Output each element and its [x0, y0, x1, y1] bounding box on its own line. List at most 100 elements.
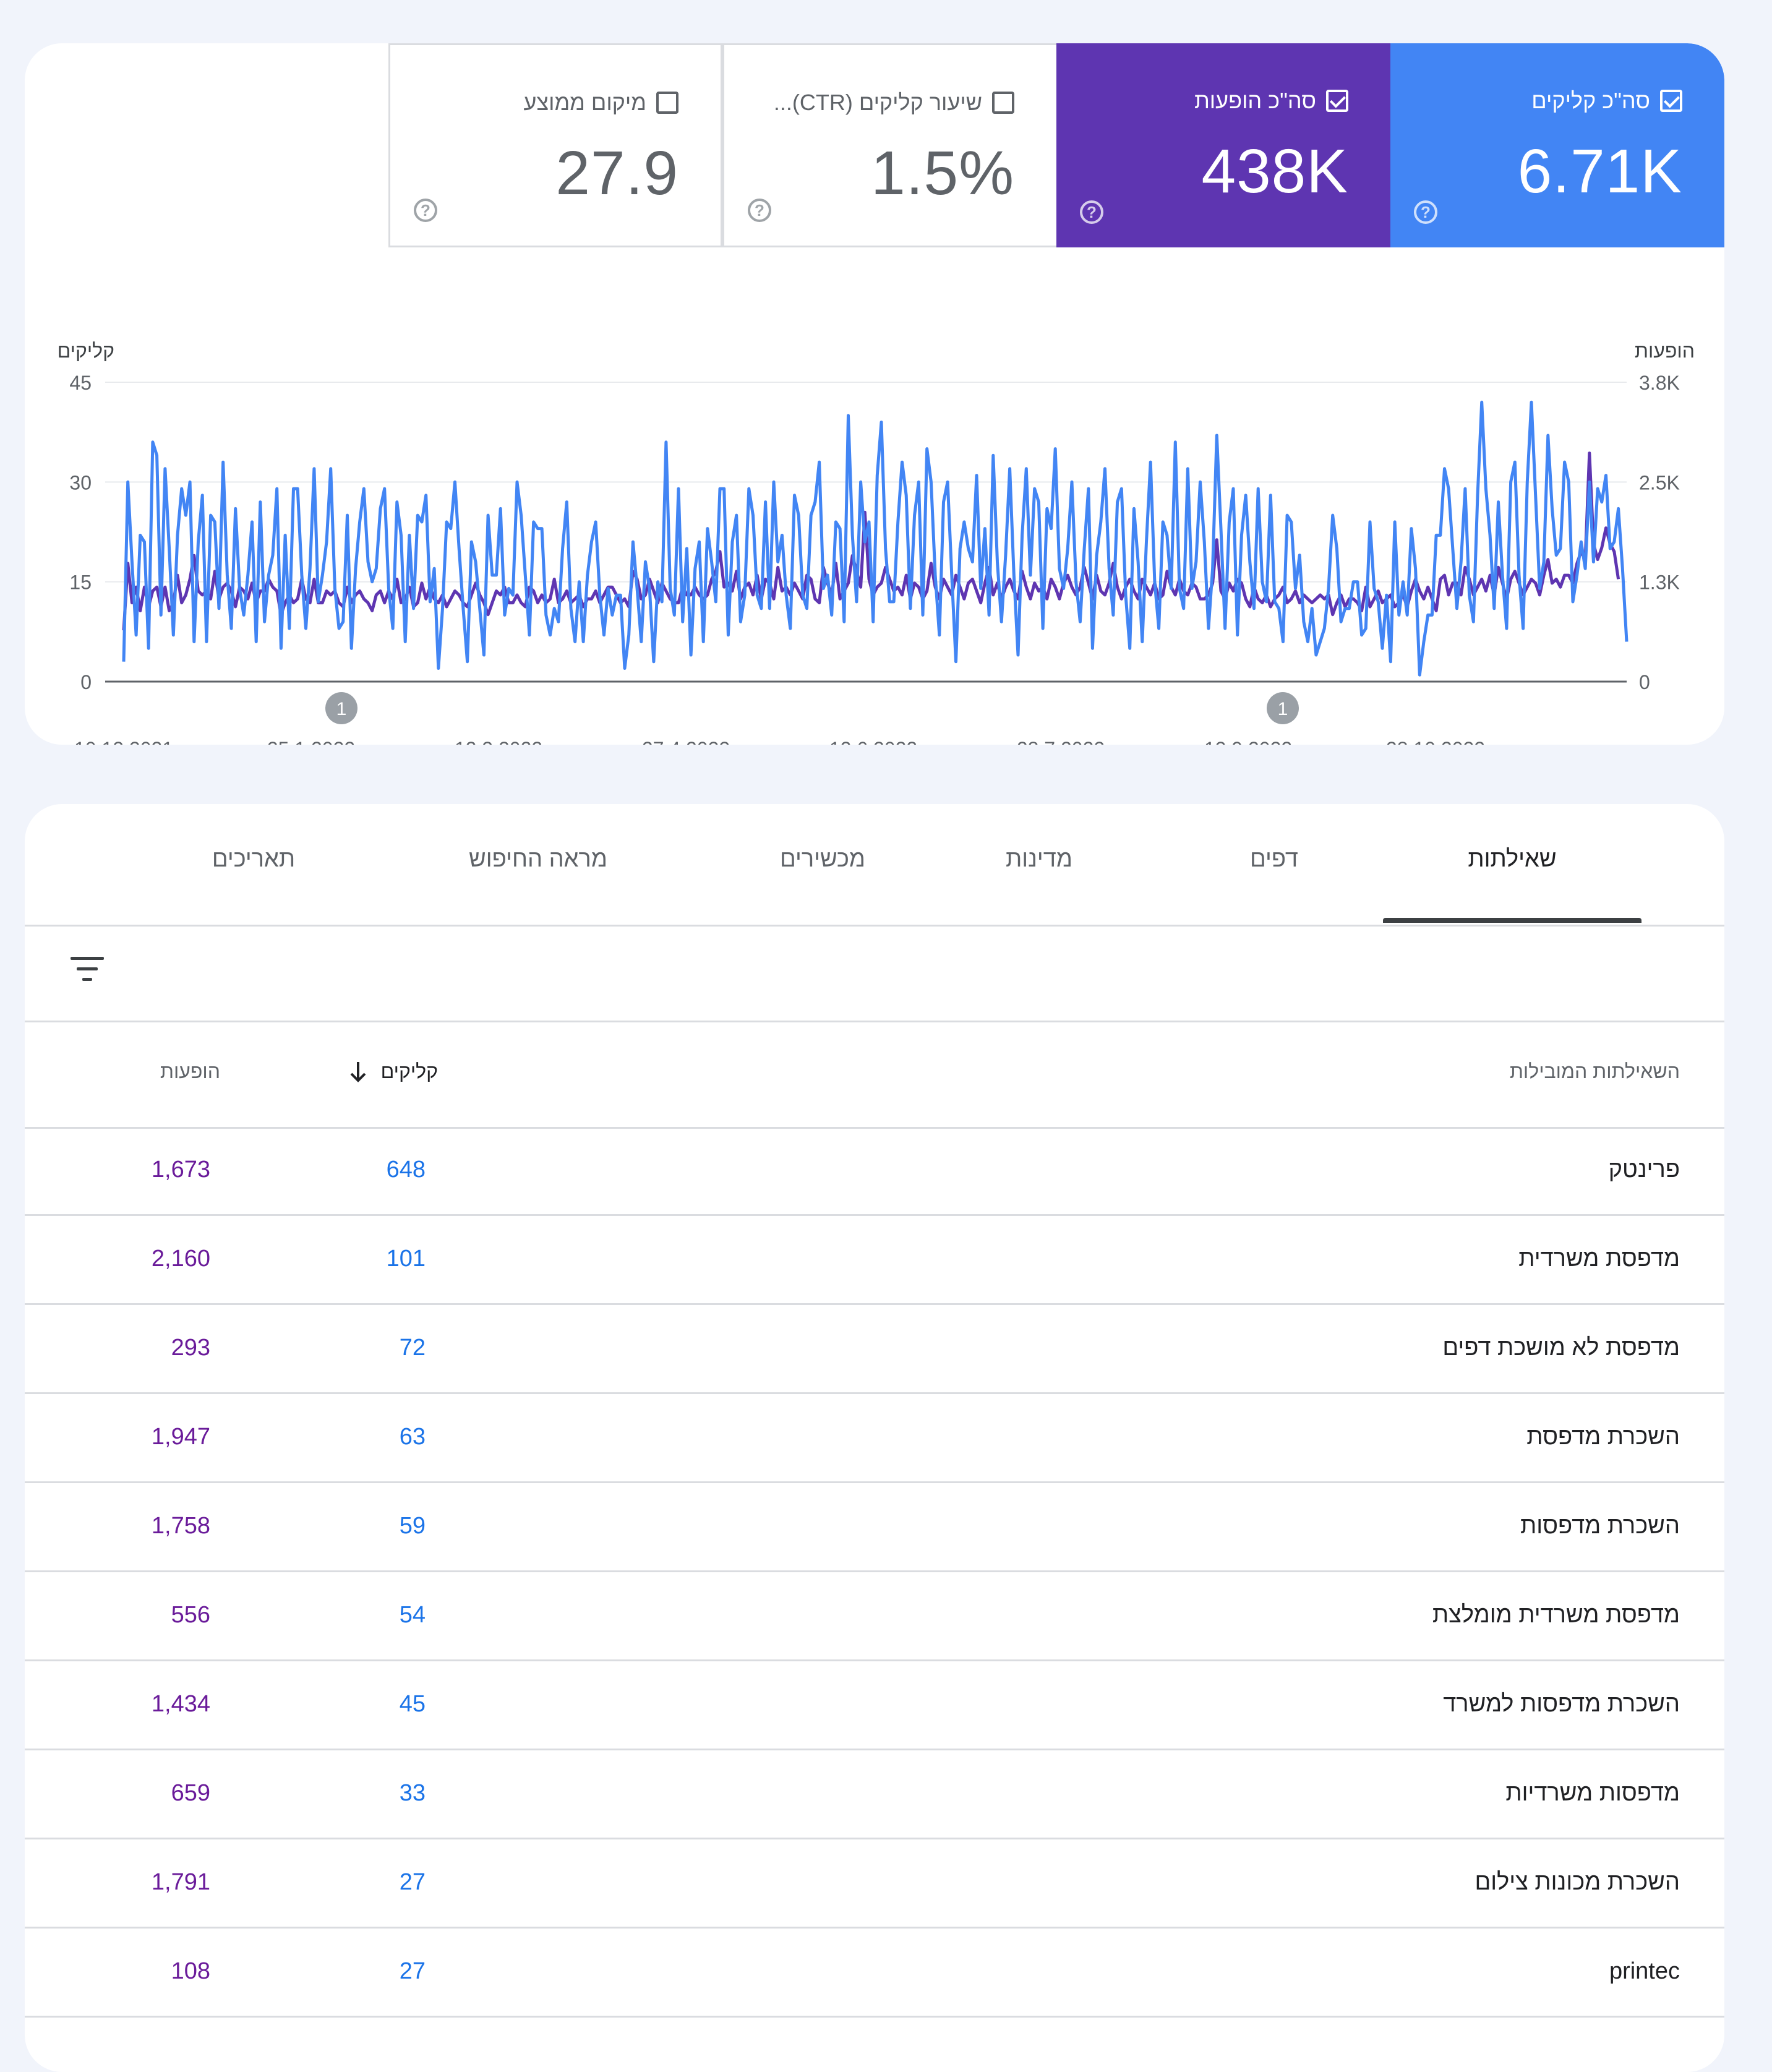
- clicks-value: 33: [399, 1780, 426, 1806]
- table-row[interactable]: מדפסות משרדיות 33 659: [25, 1750, 1724, 1839]
- impressions-value: 556: [171, 1602, 210, 1628]
- tab-queries[interactable]: שאילתות: [1468, 846, 1557, 872]
- active-tab-indicator: [1383, 918, 1641, 923]
- table-row[interactable]: printec 27 108: [25, 1929, 1724, 2018]
- impressions-value: 1,434: [151, 1691, 210, 1717]
- chart-ticks: 45 3.8K 30 2.5K 15 1.3K 0 0 10.12.2021 25.1.2022 1…: [69, 372, 1679, 745]
- x-tick-label: 12.9.2022: [1204, 738, 1292, 745]
- svg-text:1: 1: [1278, 699, 1288, 719]
- ctr-value: 1.5%: [871, 139, 1014, 208]
- table-row[interactable]: מדפסת משרדית מומלצת 54 556: [25, 1572, 1724, 1661]
- clicks-series-line: [122, 400, 1629, 677]
- total-clicks-value: 6.71K: [1517, 137, 1682, 206]
- tab-countries[interactable]: מדינות: [1006, 846, 1072, 872]
- ctr-label: שיעור קליקים (CTR)...: [773, 90, 982, 115]
- table-row[interactable]: פרינטק 648 1,673: [25, 1127, 1724, 1216]
- performance-chart: קליקים הופעות 45 3.8K 30 2.5K 15 1.3K 0 0 10.12.…: [58, 340, 1695, 745]
- left-tick-label: 30: [69, 471, 92, 494]
- query-text: השכרת מדפסת: [1526, 1424, 1680, 1450]
- average-position-tile[interactable]: מיקום ממוצע 27.9 ?: [388, 43, 722, 247]
- tab-dates[interactable]: תאריכים: [212, 846, 296, 872]
- checkbox-checked-icon[interactable]: [1660, 90, 1682, 112]
- help-icon[interactable]: ?: [1080, 200, 1103, 224]
- column-header-clicks[interactable]: קליקים: [349, 1060, 438, 1083]
- impressions-value: 1,758: [151, 1513, 210, 1539]
- table-row[interactable]: השכרת מדפסות 59 1,758: [25, 1483, 1724, 1572]
- svg-text:1: 1: [336, 699, 347, 719]
- x-tick-label: 27.4.2022: [642, 738, 730, 745]
- impressions-value: 108: [171, 1958, 210, 1984]
- clicks-value: 648: [386, 1157, 426, 1183]
- table-row[interactable]: השכרת מדפסת 63 1,947: [25, 1394, 1724, 1483]
- right-tick-label: 0: [1639, 671, 1650, 693]
- performance-card: סה"כ קליקים 6.71K ? סה"כ הופעות 438K ? ש…: [25, 43, 1724, 745]
- x-tick-label: 12.3.2022: [455, 738, 542, 745]
- clicks-value: 54: [399, 1602, 426, 1628]
- query-text: מדפסת משרדית: [1518, 1246, 1680, 1272]
- query-text: מדפסת משרדית מומלצת: [1432, 1602, 1680, 1628]
- tab-bar: שאילתות דפים מדינות מכשירים מראה החיפוש …: [25, 804, 1724, 927]
- annotation-marker: 1: [325, 692, 357, 724]
- x-tick-label: 28.7.2022: [1017, 738, 1105, 745]
- average-position-label: מיקום ממוצע: [523, 90, 646, 115]
- left-axis-label: קליקים: [58, 340, 114, 362]
- table-header: השאילתות המובילות קליקים הופעות: [25, 1021, 1724, 1129]
- clicks-value: 63: [399, 1424, 426, 1450]
- query-text: השכרת מכונות צילום: [1475, 1869, 1680, 1895]
- x-tick-label: 10.12.2021: [74, 738, 173, 745]
- total-impressions-label: סה"כ הופעות: [1194, 88, 1316, 113]
- clicks-value: 59: [399, 1513, 426, 1539]
- table-row[interactable]: מדפסת לא מושכת דפים 72 293: [25, 1305, 1724, 1394]
- tab-search-appearance[interactable]: מראה החיפוש: [469, 846, 607, 872]
- right-tick-label: 1.3K: [1639, 572, 1680, 594]
- filter-icon[interactable]: [71, 957, 104, 982]
- impressions-value: 1,947: [151, 1424, 210, 1450]
- clicks-value: 101: [386, 1246, 426, 1272]
- right-axis-label: הופעות: [1635, 340, 1695, 362]
- help-icon[interactable]: ?: [1414, 200, 1437, 224]
- help-icon[interactable]: ?: [414, 199, 437, 222]
- table-row[interactable]: השכרת מכונות צילום 27 1,791: [25, 1839, 1724, 1929]
- checkbox-checked-icon[interactable]: [1326, 90, 1348, 112]
- column-header-queries[interactable]: השאילתות המובילות: [1509, 1060, 1680, 1082]
- ctr-tile[interactable]: שיעור קליקים (CTR)... 1.5% ?: [722, 43, 1056, 247]
- clicks-value: 45: [399, 1691, 426, 1717]
- query-text: מדפסת לא מושכת דפים: [1442, 1335, 1680, 1361]
- x-tick-label: 25.1.2022: [267, 738, 355, 745]
- column-header-impressions[interactable]: הופעות: [160, 1060, 220, 1082]
- total-impressions-tile[interactable]: סה"כ הופעות 438K ?: [1056, 43, 1390, 247]
- queries-table-card: שאילתות דפים מדינות מכשירים מראה החיפוש …: [25, 804, 1724, 2072]
- left-tick-label: 0: [80, 671, 92, 693]
- right-tick-label: 3.8K: [1639, 372, 1680, 394]
- table-row[interactable]: מדפסת משרדית 101 2,160: [25, 1216, 1724, 1305]
- left-tick-label: 45: [69, 372, 92, 394]
- total-clicks-tile[interactable]: סה"כ קליקים 6.71K ?: [1390, 43, 1724, 247]
- query-text: מדפסות משרדיות: [1505, 1780, 1680, 1806]
- help-icon[interactable]: ?: [748, 199, 771, 222]
- clicks-value: 72: [399, 1335, 426, 1361]
- average-position-value: 27.9: [555, 139, 678, 208]
- total-clicks-label: סה"כ קליקים: [1531, 88, 1650, 113]
- annotation-marker: 1: [1267, 692, 1299, 724]
- clicks-value: 27: [399, 1958, 426, 1984]
- impressions-value: 1,673: [151, 1157, 210, 1183]
- tab-pages[interactable]: דפים: [1250, 846, 1298, 872]
- impressions-value: 2,160: [151, 1246, 210, 1272]
- filter-row: [25, 925, 1724, 1022]
- chart-grid: [105, 382, 1627, 683]
- x-tick-label: 28.10.2022: [1386, 738, 1485, 745]
- query-text: printec: [1609, 1958, 1680, 1984]
- tab-devices[interactable]: מכשירים: [779, 846, 866, 872]
- impressions-value: 293: [171, 1335, 210, 1361]
- chart-series: [122, 400, 1629, 677]
- checkbox-unchecked-icon[interactable]: [992, 92, 1014, 114]
- checkbox-unchecked-icon[interactable]: [656, 92, 678, 114]
- column-header-clicks-label: קליקים: [380, 1060, 438, 1082]
- query-text: השכרת מדפסות: [1520, 1513, 1680, 1539]
- x-tick-label: 12.6.2022: [829, 738, 917, 745]
- total-impressions-value: 438K: [1201, 137, 1348, 206]
- table-row[interactable]: השכרת מדפסות למשרד 45 1,434: [25, 1661, 1724, 1750]
- right-tick-label: 2.5K: [1639, 471, 1680, 494]
- sort-arrow-down-icon: [350, 1061, 366, 1082]
